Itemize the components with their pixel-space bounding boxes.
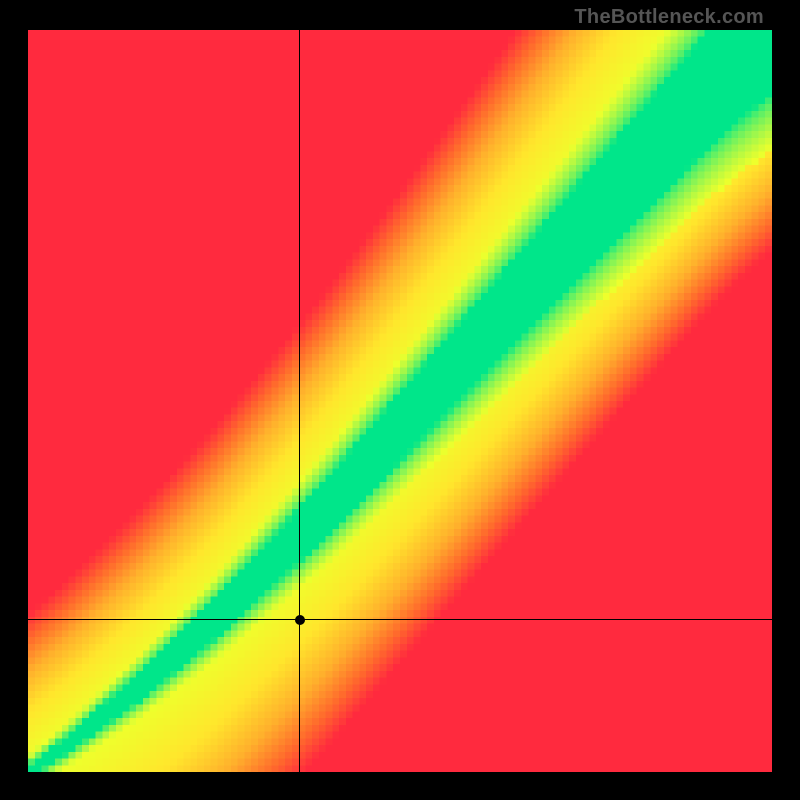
chart-container: TheBottleneck.com [0, 0, 800, 800]
watermark-text: TheBottleneck.com [574, 6, 764, 29]
heatmap-canvas [28, 30, 772, 772]
plot-frame [28, 30, 772, 772]
